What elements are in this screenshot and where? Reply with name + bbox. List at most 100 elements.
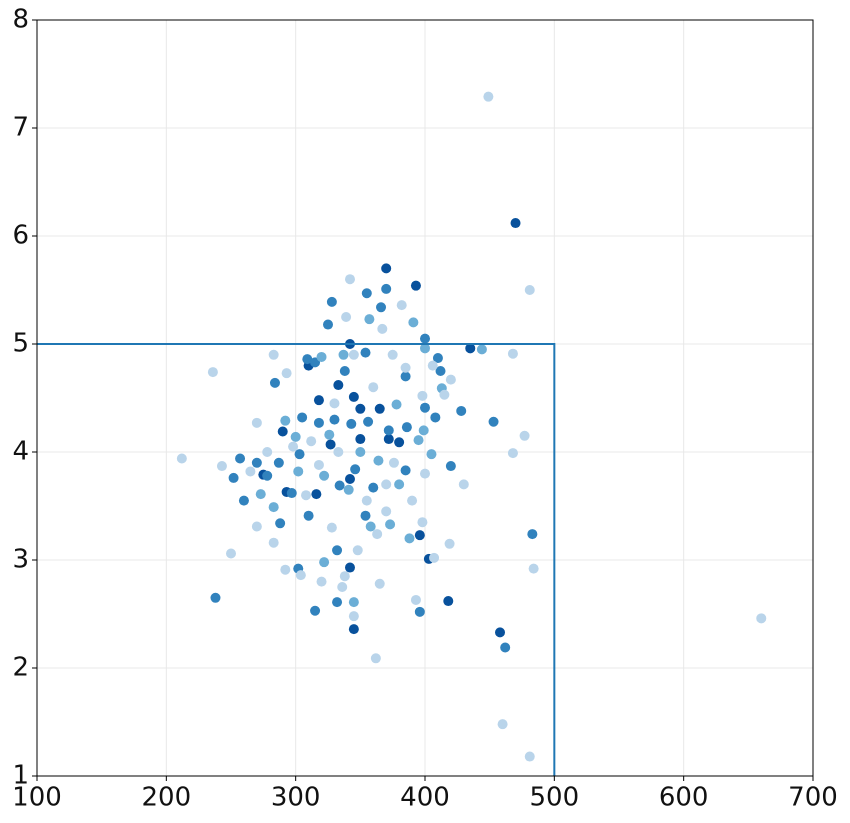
point xyxy=(346,418,357,429)
point xyxy=(408,317,419,328)
point xyxy=(341,312,352,322)
point xyxy=(306,436,317,447)
point xyxy=(394,479,405,490)
x-tick-label: 300 xyxy=(271,783,321,813)
point xyxy=(302,354,313,365)
point xyxy=(348,349,359,360)
point xyxy=(316,576,327,587)
point xyxy=(226,548,236,559)
point xyxy=(323,319,333,330)
point xyxy=(381,479,392,490)
point xyxy=(329,414,340,425)
point xyxy=(338,349,349,360)
point xyxy=(414,606,425,617)
point xyxy=(313,417,324,428)
point xyxy=(381,283,392,294)
point xyxy=(344,562,355,573)
point xyxy=(325,439,336,450)
point xyxy=(388,457,399,468)
point xyxy=(310,605,321,616)
point xyxy=(383,434,394,445)
point xyxy=(368,382,379,393)
point xyxy=(355,434,366,445)
point xyxy=(324,429,335,440)
point xyxy=(381,506,392,517)
point xyxy=(251,417,262,428)
point xyxy=(273,457,284,468)
y-tick-label: 6 xyxy=(12,221,29,251)
x-tick-label: 200 xyxy=(142,783,192,813)
point xyxy=(333,447,344,457)
point xyxy=(528,563,539,574)
point xyxy=(385,519,396,530)
threshold-box xyxy=(37,343,556,776)
point xyxy=(332,597,343,608)
point xyxy=(368,482,379,493)
point xyxy=(348,611,359,622)
point xyxy=(439,389,450,400)
point xyxy=(293,466,304,477)
point xyxy=(303,510,314,521)
point xyxy=(295,570,306,581)
point xyxy=(290,431,301,442)
point xyxy=(430,412,441,423)
point xyxy=(443,596,454,607)
point xyxy=(483,91,494,102)
point xyxy=(410,280,421,291)
point xyxy=(363,416,374,427)
point xyxy=(329,398,340,409)
point xyxy=(361,288,372,299)
point xyxy=(355,403,366,414)
point xyxy=(373,455,384,466)
point xyxy=(377,323,388,334)
point xyxy=(348,391,359,402)
point xyxy=(235,453,246,464)
point xyxy=(288,441,299,452)
point xyxy=(510,218,521,229)
point xyxy=(420,343,430,354)
point xyxy=(262,447,273,457)
point xyxy=(420,333,430,344)
point xyxy=(268,502,279,513)
point xyxy=(332,545,343,556)
y-tick-label: 3 xyxy=(12,545,29,575)
point xyxy=(497,719,508,730)
point xyxy=(427,360,438,371)
point xyxy=(500,642,511,653)
point xyxy=(374,403,385,414)
point xyxy=(343,484,354,495)
point xyxy=(420,402,430,413)
point xyxy=(381,263,392,274)
point xyxy=(313,459,324,470)
point xyxy=(348,624,359,635)
point xyxy=(458,479,469,490)
point xyxy=(383,425,394,436)
point xyxy=(326,522,337,533)
point xyxy=(370,653,381,664)
point xyxy=(361,495,372,506)
point xyxy=(445,374,456,385)
point xyxy=(280,415,291,426)
point xyxy=(238,495,249,506)
point xyxy=(507,448,518,459)
point xyxy=(465,343,476,354)
point xyxy=(326,296,337,307)
point xyxy=(435,366,446,376)
point xyxy=(372,529,383,540)
point xyxy=(524,751,535,762)
point xyxy=(387,349,398,360)
point xyxy=(339,571,350,582)
point xyxy=(344,274,355,285)
y-tick-label: 4 xyxy=(12,437,29,467)
point xyxy=(495,627,506,638)
x-tick-label: 400 xyxy=(400,783,450,813)
point xyxy=(352,545,363,556)
point xyxy=(316,351,327,362)
y-tick-label: 1 xyxy=(12,761,29,791)
point xyxy=(456,405,467,416)
point xyxy=(207,367,218,378)
point xyxy=(251,457,262,468)
point xyxy=(413,435,424,446)
plot-frame xyxy=(36,19,814,777)
point xyxy=(444,538,455,549)
